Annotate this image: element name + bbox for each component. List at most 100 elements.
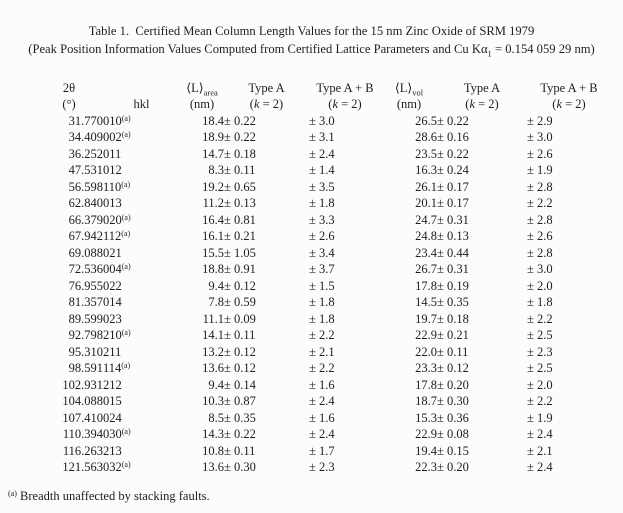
stacking-fault-note-marker: (a) [121, 179, 131, 189]
cell-type-ab-area: ± 2.1 [309, 344, 335, 359]
cell-type-a-area: ± 0.91 [224, 262, 256, 277]
cell-type-a-vol: ± 0.13 [437, 229, 469, 244]
cell-l-vol: 28.6 [415, 130, 437, 145]
cell-type-ab-area: ± 1.6 [309, 377, 335, 392]
table-header: 2θ hkl ⟨L⟩area Type A Type A + B ⟨L⟩vol … [35, 80, 611, 113]
cell-type-ab-vol: ± 2.2 [527, 311, 553, 326]
hkl-value: 213 [103, 443, 122, 458]
cell-hkl: 110(a) [103, 179, 180, 196]
cell-two-theta: 104.088 [62, 394, 103, 409]
cell-type-ab-vol: ± 1.9 [527, 410, 553, 425]
cell-hkl: 011 [103, 146, 180, 163]
cell-two-theta: 72.536 [68, 262, 103, 277]
table-row: 76.955 022 9.4 ± 0.12 ± 1.5 17.8 ± 0.19 ± 2.0 [35, 278, 611, 295]
cell-type-a-area: ± 0.22 [224, 130, 256, 145]
cell-type-a-area: ± 0.65 [224, 179, 256, 194]
cell-type-ab-vol: ± 2.5 [527, 328, 553, 343]
cell-two-theta: 76.955 [68, 278, 103, 293]
cell-type-a-vol: ± 0.31 [437, 262, 469, 277]
table-row: 67.942 112(a) 16.1 ± 0.21 ± 2.6 24.8 ± 0.13 ± 2… [35, 228, 611, 245]
stacking-fault-note-marker: (a) [121, 212, 131, 222]
cell-type-ab-area: ± 3.1 [309, 130, 335, 145]
header-k2-area-a: (k = 2) [249, 97, 284, 112]
header-k2-vol-a: (k = 2) [465, 97, 499, 112]
cell-type-ab-vol: ± 3.0 [527, 262, 553, 277]
cell-l-vol: 26.7 [415, 262, 437, 277]
cell-type-ab-vol: ± 2.4 [527, 460, 553, 475]
cell-hkl: 112(a) [103, 228, 180, 245]
table-footnote: (a) Breadth unaffected by stacking fault… [8, 486, 623, 504]
table-row: 34.409 002(a) 18.9 ± 0.22 ± 3.1 28.6 ± 0.16 ± 3… [35, 129, 611, 146]
hkl-value: 032 [103, 460, 122, 475]
cell-type-ab-vol: ± 2.5 [527, 361, 553, 376]
cell-type-ab-area: ± 3.7 [309, 262, 335, 277]
cell-type-ab-vol: ± 2.0 [527, 377, 553, 392]
cell-hkl: 002(a) [103, 129, 180, 146]
cell-l-area: 11.1 [202, 311, 224, 326]
header-l-vol-unit: (nm) [396, 97, 422, 112]
cell-two-theta: 66.379 [68, 212, 103, 227]
cell-type-a-area: ± 0.12 [224, 344, 256, 359]
cell-hkl: 024 [103, 410, 180, 427]
cell-l-area: 8.5 [208, 410, 224, 425]
header-l-area-unit: (nm) [189, 97, 215, 112]
cell-two-theta: 34.409 [68, 130, 103, 145]
cell-l-vol: 15.3 [415, 410, 437, 425]
cell-type-a-vol: ± 0.35 [437, 295, 469, 310]
cell-type-a-vol: ± 0.22 [437, 113, 469, 128]
cell-hkl: 114(a) [103, 360, 180, 377]
cell-type-ab-vol: ± 2.6 [527, 146, 553, 161]
hkl-value: 211 [103, 344, 122, 359]
cell-l-vol: 22.0 [415, 344, 437, 359]
footnote-marker: (a) [8, 488, 17, 498]
stacking-fault-note-marker: (a) [121, 427, 131, 437]
subtitle-text-post: = 0.154 059 29 nm) [491, 42, 595, 56]
k-variable: k [469, 97, 475, 112]
header-row-main: 2θ hkl ⟨L⟩area Type A Type A + B ⟨L⟩vol … [35, 80, 611, 112]
header-type-a-vol: Type A [463, 80, 501, 95]
cell-l-vol: 26.5 [415, 113, 437, 128]
cell-l-area: 14.7 [202, 146, 224, 161]
cell-l-area: 19.2 [202, 179, 224, 194]
cell-l-vol: 22.9 [415, 328, 437, 343]
cell-type-a-area: ± 0.12 [224, 278, 256, 293]
table-row: 121.563 032(a) 13.6 ± 0.30 ± 2.3 22.3 ± 0.20 ± … [35, 459, 611, 476]
table-row: 69.088 021 15.5 ± 1.05 ± 3.4 23.4 ± 0.44 ± 2.8 [35, 245, 611, 262]
cell-type-a-vol: ± 0.44 [437, 245, 469, 260]
l-area-bracket: ⟨L⟩ [186, 80, 204, 95]
cell-l-area: 18.9 [202, 130, 224, 145]
cell-type-a-vol: ± 0.17 [437, 179, 469, 194]
alpha-subscript: 1 [487, 48, 492, 59]
cell-hkl: 030(a) [103, 426, 180, 443]
stacking-fault-note-marker: (a) [121, 361, 131, 371]
hkl-value: 112 [103, 229, 122, 244]
cell-l-vol: 17.8 [415, 377, 437, 392]
hkl-value: 024 [103, 410, 122, 425]
cell-l-vol: 22.9 [415, 427, 437, 442]
cell-l-vol: 26.1 [415, 179, 437, 194]
cell-type-a-area: ± 0.59 [224, 295, 256, 310]
cell-hkl: 014 [103, 294, 180, 311]
cell-type-a-vol: ± 0.18 [437, 311, 469, 326]
hkl-value: 023 [103, 311, 122, 326]
cell-type-ab-vol: ± 1.9 [527, 163, 553, 178]
cell-two-theta: 121.563 [62, 460, 103, 475]
cell-type-ab-vol: ± 2.2 [527, 196, 553, 211]
header-hkl: hkl [133, 97, 150, 112]
cell-type-a-area: ± 0.22 [224, 427, 256, 442]
k-variable: k [556, 97, 562, 112]
cell-l-area: 18.4 [202, 113, 224, 128]
cell-type-ab-vol: ± 2.0 [527, 278, 553, 293]
l-area-subscript: area [203, 87, 218, 98]
cell-type-a-area: ± 1.05 [224, 245, 256, 260]
stacking-fault-note-marker: (a) [121, 328, 131, 338]
cell-two-theta: 107.410 [62, 410, 103, 425]
table-row: 104.088 015 10.3 ± 0.87 ± 2.4 18.7 ± 0.30 ± 2.2 [35, 393, 611, 410]
stacking-fault-note-marker: (a) [121, 262, 131, 272]
table-row: 72.536 004(a) 18.8 ± 0.91 ± 3.7 26.7 ± 0.31 ± 3… [35, 261, 611, 278]
cell-type-ab-vol: ± 3.0 [527, 130, 553, 145]
table-row: 66.379 020(a) 16.4 ± 0.81 ± 3.3 24.7 ± 0.31 ± 2… [35, 212, 611, 229]
cell-type-ab-area: ± 3.3 [309, 212, 335, 227]
cell-l-vol: 16.3 [415, 163, 437, 178]
cell-hkl: 021 [103, 245, 180, 262]
